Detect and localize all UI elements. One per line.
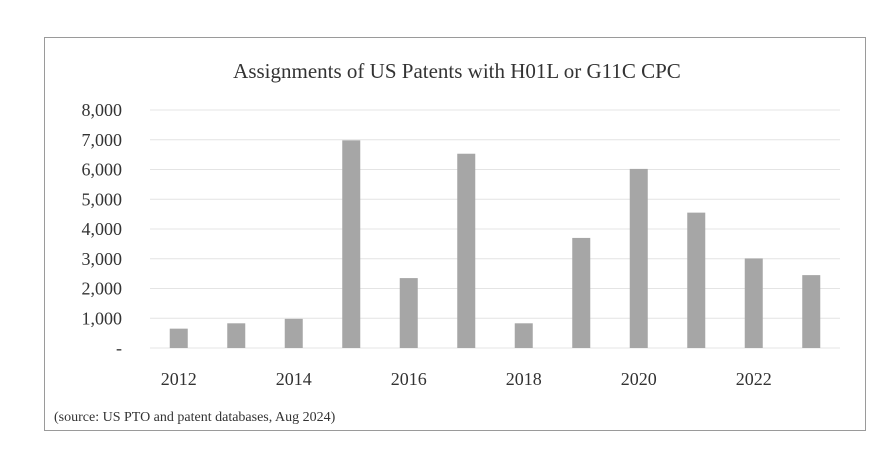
- bar-2017: [457, 153, 476, 348]
- source-note: (source: US PTO and patent databases, Au…: [54, 410, 336, 425]
- x-tick-label: 2016: [391, 369, 427, 389]
- y-tick-label: -: [116, 338, 122, 358]
- x-tick-label: 2018: [506, 369, 542, 389]
- bars: [169, 140, 821, 348]
- y-tick-label: 4,000: [82, 219, 123, 239]
- y-tick-label: 2,000: [82, 279, 123, 299]
- x-axis-ticks: 2012 2014 2016 2018 2020 2022: [161, 369, 772, 389]
- chart-frame: [44, 37, 866, 431]
- x-tick-label: 2014: [276, 369, 312, 389]
- y-axis-ticks: - 1,000 2,000 3,000 4,000 5,000 6,000 7,000 8,00…: [82, 100, 123, 358]
- bar-2023: [802, 275, 821, 348]
- bar-2022: [744, 258, 763, 348]
- y-tick-label: 6,000: [82, 160, 123, 180]
- y-tick-label: 7,000: [82, 130, 123, 150]
- bar-2021: [687, 212, 706, 348]
- y-tick-label: 1,000: [82, 308, 123, 328]
- bar-2013: [227, 323, 246, 348]
- y-tick-label: 8,000: [82, 100, 123, 120]
- bar-2018: [514, 323, 533, 348]
- x-tick-label: 2012: [161, 369, 197, 389]
- x-tick-label: 2020: [621, 369, 657, 389]
- y-tick-label: 5,000: [82, 189, 123, 209]
- y-tick-label: 3,000: [82, 249, 123, 269]
- gridlines: [150, 109, 840, 349]
- bar-2015: [342, 140, 361, 348]
- bar-2012: [169, 328, 188, 348]
- bar-2020: [629, 168, 648, 348]
- chart-title: Assignments of US Patents with H01L or G…: [233, 59, 681, 83]
- bar-2019: [572, 237, 591, 348]
- x-tick-label: 2022: [736, 369, 772, 389]
- bar-2016: [399, 278, 418, 348]
- bar-2014: [284, 318, 303, 348]
